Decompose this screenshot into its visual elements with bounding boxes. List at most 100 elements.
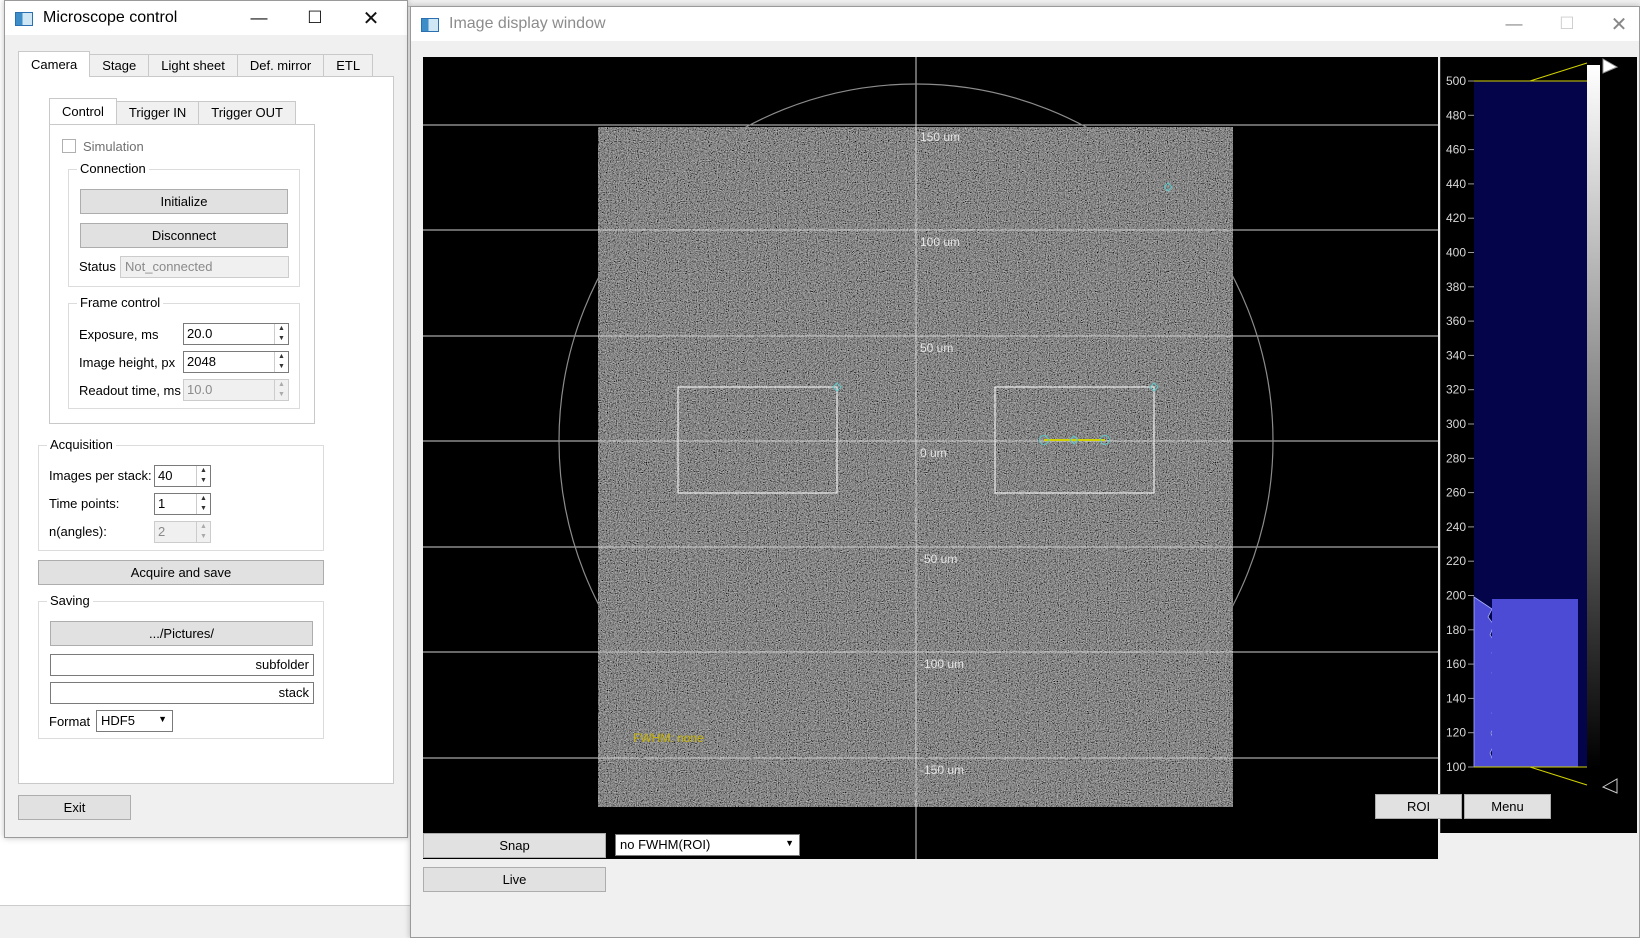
image-view[interactable]: 150 um 100 um 50 um 0 um -50 um -100 um … — [423, 57, 1438, 859]
format-select[interactable]: HDF5 ▼ — [96, 710, 173, 732]
image-height-value: 2048 — [187, 354, 216, 369]
spin-down-icon[interactable]: ▼ — [200, 505, 207, 512]
chevron-down-icon: ▼ — [158, 714, 167, 724]
app-icon — [421, 18, 439, 32]
histogram-tick-label: 220 — [1446, 554, 1466, 568]
images-per-stack-label: Images per stack: — [49, 468, 152, 483]
menu-button[interactable]: Menu — [1464, 794, 1551, 819]
spin-up-icon[interactable]: ▲ — [278, 353, 285, 360]
display-titlebar: Image display window — ☐ ✕ — [411, 7, 1639, 41]
desktop-bottom-strip — [0, 905, 410, 938]
spin-up-icon[interactable]: ▲ — [200, 467, 207, 474]
time-points-label: Time points: — [49, 496, 120, 511]
roi-handle[interactable] — [832, 382, 842, 392]
histogram-tick-label: 140 — [1446, 691, 1466, 705]
exposure-value: 20.0 — [187, 326, 213, 341]
stack-input[interactable]: stack — [50, 682, 314, 704]
spin-up-icon[interactable]: ▲ — [200, 495, 207, 502]
spin-up-icon[interactable]: ▲ — [278, 325, 285, 332]
tab-camera[interactable]: Camera — [18, 51, 91, 77]
histogram-tick-label: 340 — [1446, 348, 1466, 362]
circle-handle[interactable] — [1163, 182, 1173, 192]
tab-def-mirror[interactable]: Def. mirror — [236, 54, 325, 77]
subfolder-input[interactable]: subfolder — [50, 654, 314, 676]
tab-control[interactable]: Control — [49, 98, 117, 124]
control-subpane: Simulation Connection Initialize Disconn… — [49, 124, 315, 424]
spin-down-icon[interactable]: ▼ — [200, 477, 207, 484]
max-handle-icon[interactable] — [1602, 58, 1619, 74]
axis-label: 0 um — [920, 446, 947, 460]
histogram-tick-label: 180 — [1446, 623, 1466, 637]
tab-trigger-in[interactable]: Trigger IN — [115, 101, 200, 124]
exposure-spinbox[interactable]: 20.0 ▲ ▼ — [183, 323, 289, 345]
live-button[interactable]: Live — [423, 867, 606, 892]
histogram-tick-label: 120 — [1446, 726, 1466, 740]
connection-title: Connection — [77, 161, 149, 176]
spin-down-icon[interactable]: ▼ — [278, 335, 285, 342]
histogram-tick-label: 440 — [1446, 177, 1466, 191]
max-level-connector — [1529, 62, 1588, 82]
field-of-view-circle — [558, 83, 1274, 799]
spin-down-icon: ▼ — [278, 391, 285, 398]
spin-up-icon: ▲ — [200, 523, 207, 530]
spin-down-icon[interactable]: ▼ — [278, 363, 285, 370]
control-titlebar: Microscope control — ☐ ✕ — [5, 1, 407, 35]
time-points-value: 1 — [158, 496, 166, 511]
snap-button[interactable]: Snap — [423, 833, 606, 858]
min-handle-icon[interactable] — [1601, 778, 1618, 794]
minimize-icon[interactable]: — — [1505, 14, 1523, 33]
camera-tab-pane: Control Trigger IN Trigger OUT Simulatio… — [18, 76, 394, 784]
initialize-button[interactable]: Initialize — [80, 189, 288, 214]
line-roi-endpoint[interactable] — [1039, 435, 1049, 445]
simulation-checkbox[interactable] — [62, 139, 76, 153]
lut-gradient — [1587, 65, 1600, 769]
line-roi-center-handle[interactable] — [1069, 435, 1079, 445]
tab-etl[interactable]: ETL — [323, 54, 374, 77]
pictures-path-button[interactable]: .../Pictures/ — [50, 621, 313, 646]
histogram-fill — [1492, 599, 1578, 767]
histogram-tick-label: 460 — [1446, 143, 1466, 157]
histogram-tick-label: 280 — [1446, 451, 1466, 465]
exposure-label: Exposure, ms — [79, 327, 159, 342]
app-icon — [15, 12, 33, 26]
n-angles-value: 2 — [158, 524, 166, 539]
format-value: HDF5 — [101, 713, 135, 728]
status-field: Not_connected — [120, 256, 289, 278]
roi-rectangle-left[interactable] — [677, 386, 838, 494]
y-axis-labels: 150 um 100 um 50 um 0 um -50 um -100 um … — [920, 130, 964, 777]
images-per-stack-spinbox[interactable]: 40 ▲ ▼ — [154, 465, 211, 487]
window-title: Microscope control — [43, 9, 178, 26]
histogram-tick-label: 380 — [1446, 280, 1466, 294]
saving-group: Saving .../Pictures/ subfolder stack For… — [38, 593, 324, 739]
histogram-tick-label: 200 — [1446, 589, 1466, 603]
main-tabs: Camera Stage Light sheet Def. mirror ETL — [18, 51, 374, 77]
axis-label: -100 um — [920, 657, 964, 671]
roi-handle[interactable] — [1149, 382, 1159, 392]
tab-light-sheet[interactable]: Light sheet — [148, 54, 238, 77]
maximize-icon[interactable]: ☐ — [307, 8, 323, 27]
axis-label: 100 um — [920, 235, 960, 249]
histogram-tick-label: 420 — [1446, 211, 1466, 225]
image-height-spinbox[interactable]: 2048 ▲ ▼ — [183, 351, 289, 373]
histogram-tick-label: 160 — [1446, 657, 1466, 671]
roi-rectangle-right[interactable] — [994, 386, 1155, 494]
exit-button[interactable]: Exit — [18, 795, 131, 820]
tab-stage[interactable]: Stage — [89, 54, 150, 77]
disconnect-button[interactable]: Disconnect — [80, 223, 288, 248]
roi-button[interactable]: ROI — [1375, 794, 1462, 819]
minimize-icon[interactable]: — — [250, 8, 268, 27]
line-roi-endpoint[interactable] — [1100, 435, 1110, 445]
saving-title: Saving — [47, 593, 93, 608]
histogram-panel[interactable]: 500 480 460 440 420 400 380 360 340 320 300 280 260 2… — [1440, 57, 1637, 833]
window-title: Image display window — [449, 15, 606, 32]
chevron-down-icon: ▼ — [785, 838, 794, 848]
readout-time-spinbox: 10.0 ▲ ▼ — [183, 379, 289, 401]
acquire-and-save-button[interactable]: Acquire and save — [38, 560, 324, 585]
fwhm-select[interactable]: no FWHM(ROI) ▼ — [615, 834, 800, 856]
time-points-spinbox[interactable]: 1 ▲ ▼ — [154, 493, 211, 515]
spin-down-icon: ▼ — [200, 533, 207, 540]
close-icon[interactable]: ✕ — [1610, 13, 1628, 36]
tab-trigger-out[interactable]: Trigger OUT — [198, 101, 296, 124]
close-icon[interactable]: ✕ — [362, 7, 380, 30]
histogram-tick-label: 480 — [1446, 108, 1466, 122]
